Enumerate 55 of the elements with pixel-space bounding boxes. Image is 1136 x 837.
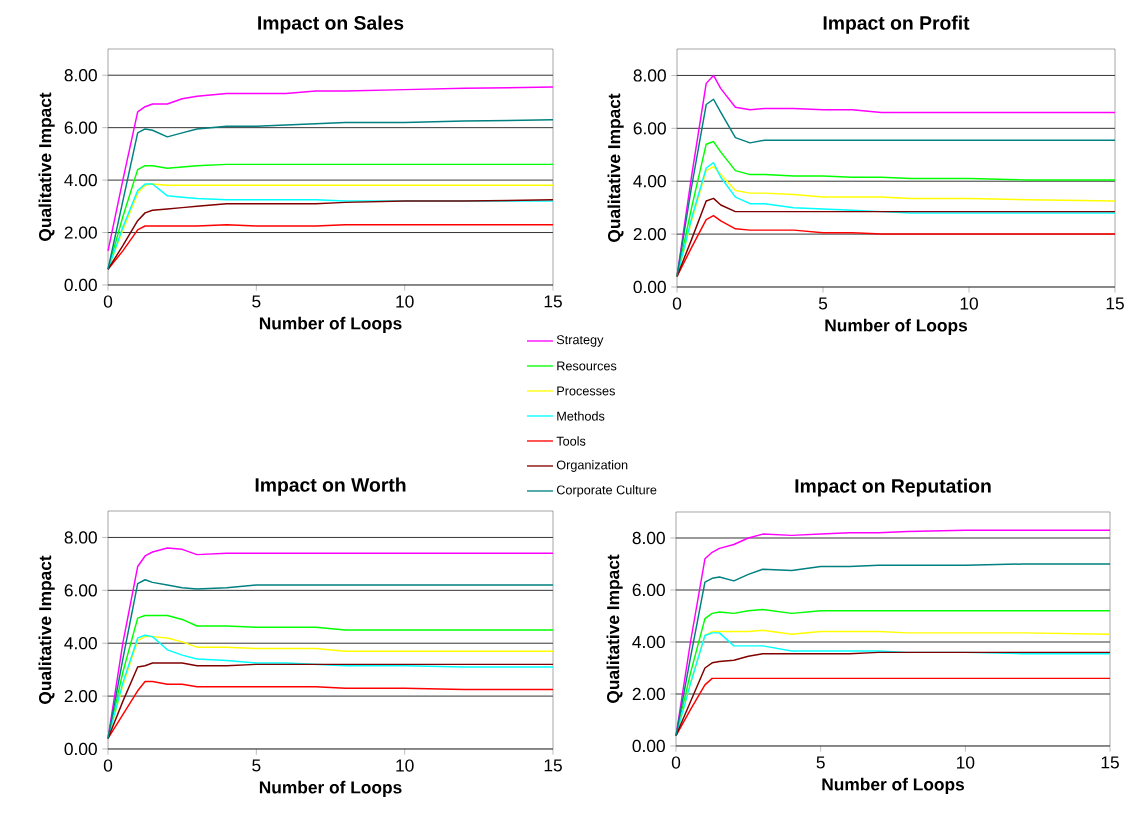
x-tick-label: 5: [816, 756, 825, 769]
y-tick-label: 2.00: [64, 689, 97, 703]
y-tick-label: 2.00: [632, 687, 665, 701]
y-axis-title: Qualitative Impact: [607, 93, 624, 242]
y-tick-label: 4.00: [64, 637, 97, 650]
x-tick-label: 15: [544, 759, 562, 772]
legend-label: Strategy: [556, 335, 604, 347]
y-tick-label: 0.00: [632, 739, 665, 753]
chart-title: Impact on Sales: [258, 15, 404, 34]
x-tick-label: 0: [671, 756, 681, 769]
x-axis-title: Number of Loops: [822, 777, 965, 794]
x-tick-label: 5: [252, 295, 261, 308]
chart-title: Impact on Worth: [255, 477, 406, 496]
x-axis-title: Number of Loops: [825, 318, 968, 335]
legend-label: Tools: [556, 436, 586, 446]
x-tick-label: 0: [103, 759, 113, 772]
y-tick-label: 4.00: [64, 173, 97, 187]
y-tick-label: 0.00: [633, 280, 666, 294]
x-tick-label: 5: [252, 759, 261, 772]
y-tick-label: 2.00: [633, 227, 666, 241]
x-tick-label: 15: [1106, 297, 1124, 310]
y-tick-label: 8.00: [64, 69, 97, 82]
x-axis-title: Number of Loops: [259, 780, 402, 797]
x-tick-label: 15: [1101, 756, 1119, 769]
x-axis-title: Number of Loops: [259, 316, 402, 333]
x-tick-label: 10: [957, 756, 975, 769]
y-tick-label: 6.00: [64, 121, 97, 134]
y-tick-label: 8.00: [632, 531, 665, 545]
y-axis-title: Qualitative Impact: [606, 554, 623, 703]
y-tick-label: 0.00: [64, 278, 97, 292]
x-tick-label: 0: [103, 295, 113, 308]
y-tick-label: 2.00: [64, 226, 97, 239]
legend-label: Organization: [556, 460, 628, 472]
y-tick-label: 4.00: [633, 175, 666, 188]
x-tick-label: 10: [396, 295, 414, 308]
y-tick-label: 6.00: [633, 122, 666, 135]
y-axis-title: Qualitative Impact: [38, 555, 55, 704]
y-tick-label: 6.00: [64, 584, 97, 597]
y-tick-label: 6.00: [632, 583, 665, 597]
x-tick-label: 15: [544, 295, 562, 308]
y-tick-label: 4.00: [632, 635, 665, 649]
chart-title: Impact on Profit: [823, 15, 970, 34]
legend-label: Processes: [557, 386, 615, 396]
y-tick-label: 8.00: [64, 531, 97, 544]
x-tick-label: 0: [672, 297, 682, 310]
y-tick-label: 0.00: [64, 742, 97, 756]
x-tick-label: 10: [396, 759, 414, 772]
legend-label: Resources: [557, 361, 617, 371]
y-tick-label: 8.00: [633, 69, 666, 82]
y-axis-title: Qualitative Impact: [38, 92, 55, 241]
legend-label: Corporate Culture: [556, 485, 657, 497]
legend-label: Methods: [557, 411, 605, 421]
x-tick-label: 10: [960, 297, 978, 310]
x-tick-label: 5: [818, 297, 828, 310]
chart-title: Impact on Reputation: [795, 478, 991, 497]
